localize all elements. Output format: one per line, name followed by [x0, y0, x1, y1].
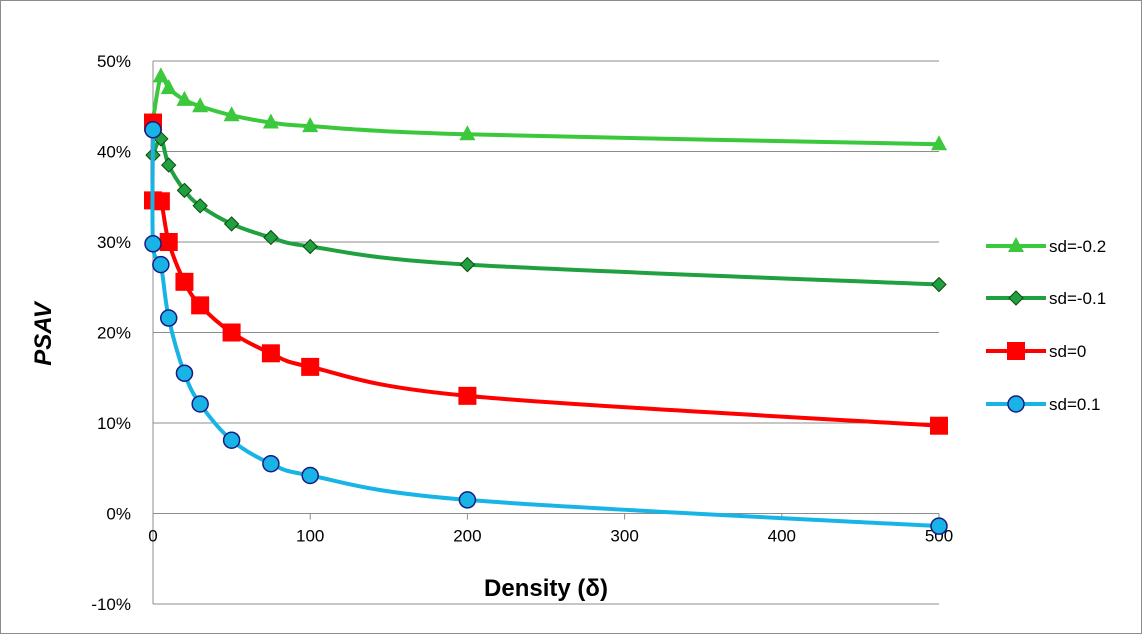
legend-layer: sd=-0.2 sd=-0.1 sd=0 sd=0.1	[986, 237, 1106, 414]
y-axis-title: PSAV	[30, 300, 57, 366]
data-point	[224, 432, 240, 448]
series-line	[153, 139, 939, 285]
legend-label: sd=-0.1	[1049, 289, 1106, 308]
series-triangle	[145, 67, 947, 150]
data-point	[225, 217, 239, 231]
legend-item: sd=0	[986, 342, 1086, 361]
data-point	[301, 358, 319, 376]
data-point	[160, 233, 178, 251]
data-point	[460, 258, 474, 272]
legend-item: sd=0.1	[986, 395, 1101, 414]
data-point	[930, 417, 948, 435]
data-point	[153, 67, 169, 82]
y-tick-label: 20%	[97, 324, 131, 343]
data-point	[153, 257, 169, 273]
x-tick-label: 400	[768, 527, 796, 546]
data-point	[458, 387, 476, 405]
legend-marker	[1007, 342, 1025, 360]
data-point	[223, 324, 241, 342]
x-axis-title: Density (δ)	[484, 575, 608, 602]
legend-label: sd=0.1	[1049, 395, 1101, 414]
legend-label: sd=0	[1049, 342, 1086, 361]
data-point	[145, 122, 161, 138]
series-diamond	[146, 132, 946, 292]
series-line	[153, 75, 939, 144]
data-point	[192, 396, 208, 412]
legend-item: sd=-0.2	[986, 237, 1106, 256]
x-tick-label: 100	[296, 527, 324, 546]
data-point	[161, 310, 177, 326]
y-tick-label: 10%	[97, 414, 131, 433]
data-point	[175, 273, 193, 291]
legend-item: sd=-0.1	[986, 289, 1106, 308]
data-point	[145, 236, 161, 252]
series-line	[152, 123, 939, 426]
series-layer	[144, 67, 948, 534]
x-tick-label: 0	[148, 527, 157, 546]
series-circle	[145, 122, 947, 534]
y-tick-label: 0%	[106, 505, 131, 524]
data-point	[162, 158, 176, 172]
x-tick-label: 300	[610, 527, 638, 546]
y-tick-label: 30%	[97, 233, 131, 252]
y-tick-label: 40%	[97, 143, 131, 162]
data-point	[263, 456, 279, 472]
data-point	[176, 365, 192, 381]
data-point	[262, 344, 280, 362]
legend-label: sd=-0.2	[1049, 237, 1106, 256]
data-point	[931, 518, 947, 534]
series-square	[144, 114, 948, 435]
data-point	[191, 296, 209, 314]
legend-marker	[1009, 291, 1023, 305]
data-point	[932, 278, 946, 292]
y-tick-label: -10%	[91, 595, 131, 614]
data-point	[459, 492, 475, 508]
legend-marker	[1008, 396, 1024, 412]
data-point	[152, 192, 170, 210]
data-point	[302, 467, 318, 483]
y-tick-label: 50%	[97, 52, 131, 71]
x-tick-label: 200	[453, 527, 481, 546]
